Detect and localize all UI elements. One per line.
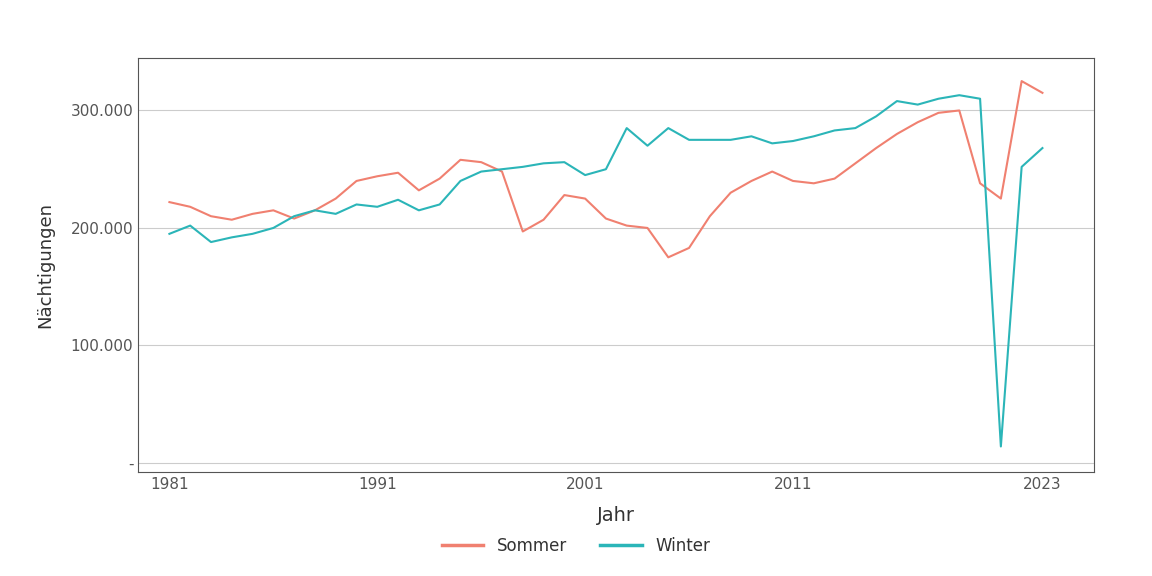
Winter (475, 168, 488, 175)
Winter (578, 172, 592, 179)
Sommer (328, 195, 342, 202)
Sommer (765, 168, 779, 175)
Winter (454, 177, 468, 184)
Winter (412, 207, 426, 214)
Winter (723, 137, 737, 143)
Winter (870, 113, 884, 120)
Sommer (537, 216, 551, 223)
Winter (1015, 164, 1029, 170)
Winter (308, 207, 321, 214)
Winter (433, 201, 447, 208)
Sommer (266, 207, 280, 214)
Sommer (1036, 89, 1049, 96)
Winter (973, 95, 987, 102)
Winter (349, 201, 363, 208)
Line: Winter: Winter (169, 95, 1043, 446)
Winter (328, 210, 342, 217)
Sommer (287, 215, 301, 222)
Winter (266, 225, 280, 232)
Sommer (953, 107, 967, 114)
Winter (641, 142, 654, 149)
Legend: Sommer, Winter: Sommer, Winter (435, 530, 717, 562)
Winter (599, 166, 613, 173)
Sommer (454, 156, 468, 163)
Winter (703, 137, 717, 143)
Winter (537, 160, 551, 167)
Sommer (703, 213, 717, 219)
Winter (516, 164, 530, 170)
Sommer (641, 225, 654, 232)
Sommer (183, 203, 197, 210)
Winter (620, 124, 634, 131)
Sommer (245, 210, 259, 217)
Winter (932, 95, 946, 102)
Sommer (349, 177, 363, 184)
Winter (183, 222, 197, 229)
Sommer (806, 180, 820, 187)
Winter (953, 92, 967, 98)
Winter (495, 166, 509, 173)
Winter (204, 238, 218, 245)
Winter (287, 213, 301, 219)
Winter (682, 137, 696, 143)
Winter (1036, 145, 1049, 151)
Y-axis label: Nächtigungen: Nächtigungen (36, 202, 54, 328)
Sommer (870, 145, 884, 151)
Winter (806, 133, 820, 140)
Sommer (308, 207, 321, 214)
Sommer (558, 192, 571, 199)
Sommer (849, 160, 863, 167)
Sommer (620, 222, 634, 229)
Sommer (994, 195, 1008, 202)
Winter (661, 124, 675, 131)
Sommer (204, 213, 218, 219)
Sommer (1015, 78, 1029, 85)
Winter (994, 443, 1008, 450)
Winter (786, 138, 799, 145)
Sommer (973, 180, 987, 187)
Sommer (370, 173, 384, 180)
Winter (392, 196, 406, 203)
X-axis label: Jahr: Jahr (598, 506, 635, 525)
Sommer (932, 109, 946, 116)
Sommer (578, 195, 592, 202)
Sommer (682, 244, 696, 251)
Winter (558, 159, 571, 166)
Winter (849, 124, 863, 131)
Sommer (786, 177, 799, 184)
Winter (245, 230, 259, 237)
Sommer (516, 228, 530, 235)
Winter (162, 230, 176, 237)
Sommer (723, 190, 737, 196)
Winter (370, 203, 384, 210)
Sommer (225, 216, 238, 223)
Winter (890, 97, 904, 104)
Sommer (475, 159, 488, 166)
Winter (765, 140, 779, 147)
Sommer (599, 215, 613, 222)
Sommer (412, 187, 426, 194)
Sommer (890, 131, 904, 138)
Winter (744, 133, 758, 140)
Winter (827, 127, 841, 134)
Line: Sommer: Sommer (169, 81, 1043, 257)
Sommer (433, 175, 447, 182)
Sommer (392, 169, 406, 176)
Sommer (495, 168, 509, 175)
Winter (911, 101, 925, 108)
Sommer (744, 177, 758, 184)
Winter (225, 234, 238, 241)
Sommer (661, 254, 675, 261)
Sommer (827, 175, 841, 182)
Sommer (911, 119, 925, 126)
Sommer (162, 199, 176, 206)
